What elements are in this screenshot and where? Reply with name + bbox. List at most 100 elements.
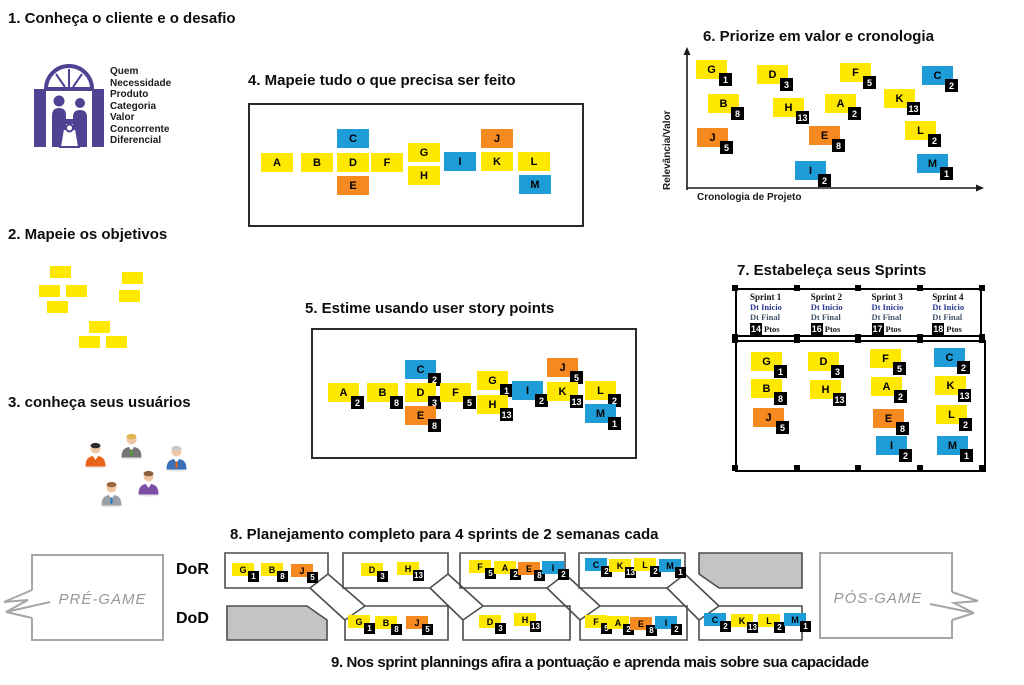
sticky-note-D[interactable]: D (337, 153, 369, 172)
objective-note[interactable] (47, 301, 68, 313)
sticky-note-H[interactable]: H 13 (397, 562, 424, 581)
objective-note[interactable] (39, 285, 60, 297)
sticky-note-H[interactable]: H 13 (514, 613, 541, 632)
step9-title: 9. Nos sprint plannings afira a pontuaçã… (331, 654, 869, 671)
sticky-note-G[interactable]: G (408, 143, 440, 162)
sticky-note-F[interactable]: F5 (585, 615, 612, 634)
sticky-note-I[interactable]: I (444, 152, 476, 171)
sticky-note-F[interactable]: F (371, 153, 403, 172)
note-letter: E (416, 409, 425, 422)
story-points-badge: 2 (818, 174, 831, 187)
objective-note[interactable] (89, 321, 110, 333)
note-letter: B (762, 382, 771, 395)
objective-note[interactable] (106, 336, 127, 348)
sticky-note-E[interactable]: E (337, 176, 369, 195)
sticky-note-H[interactable]: H (408, 166, 440, 185)
selection-handle (794, 337, 800, 343)
sticky-note-J[interactable]: J (481, 129, 513, 148)
objective-note[interactable] (66, 285, 87, 297)
sticky-note-L[interactable]: L (518, 152, 550, 171)
sticky-note-B[interactable]: B (301, 153, 333, 172)
sticky-note-K[interactable]: K 13 (935, 376, 971, 402)
objective-note[interactable] (79, 336, 100, 348)
objective-note[interactable] (50, 266, 71, 278)
sticky-note-H[interactable]: H 13 (810, 380, 846, 406)
sprint-points-value: 14 (750, 323, 762, 335)
note-letter: E (349, 179, 357, 192)
sticky-note-K[interactable]: K 13 (609, 559, 636, 578)
sticky-note-M[interactable]: M (519, 175, 551, 194)
sticky-note-K[interactable]: K 13 (731, 614, 758, 633)
story-points-badge: 1 (719, 73, 732, 86)
note-letter: G (419, 146, 429, 159)
sticky-note-H[interactable]: H 13 (477, 395, 513, 421)
sticky-note-K[interactable]: K 13 (547, 382, 583, 408)
objective-note[interactable] (119, 290, 140, 302)
client-aspect-item: Valor (110, 112, 135, 123)
sticky-note-K[interactable]: K 13 (884, 89, 920, 115)
objective-note[interactable] (122, 272, 143, 284)
sticky-note-H[interactable]: H 13 (773, 98, 809, 124)
sticky-note-K[interactable]: K (481, 152, 513, 171)
sticky-note-C[interactable]: C (337, 129, 369, 148)
story-points-badge: 1 (774, 365, 787, 378)
selection-handle (855, 337, 861, 343)
sticky-note-A[interactable]: A (261, 153, 293, 172)
